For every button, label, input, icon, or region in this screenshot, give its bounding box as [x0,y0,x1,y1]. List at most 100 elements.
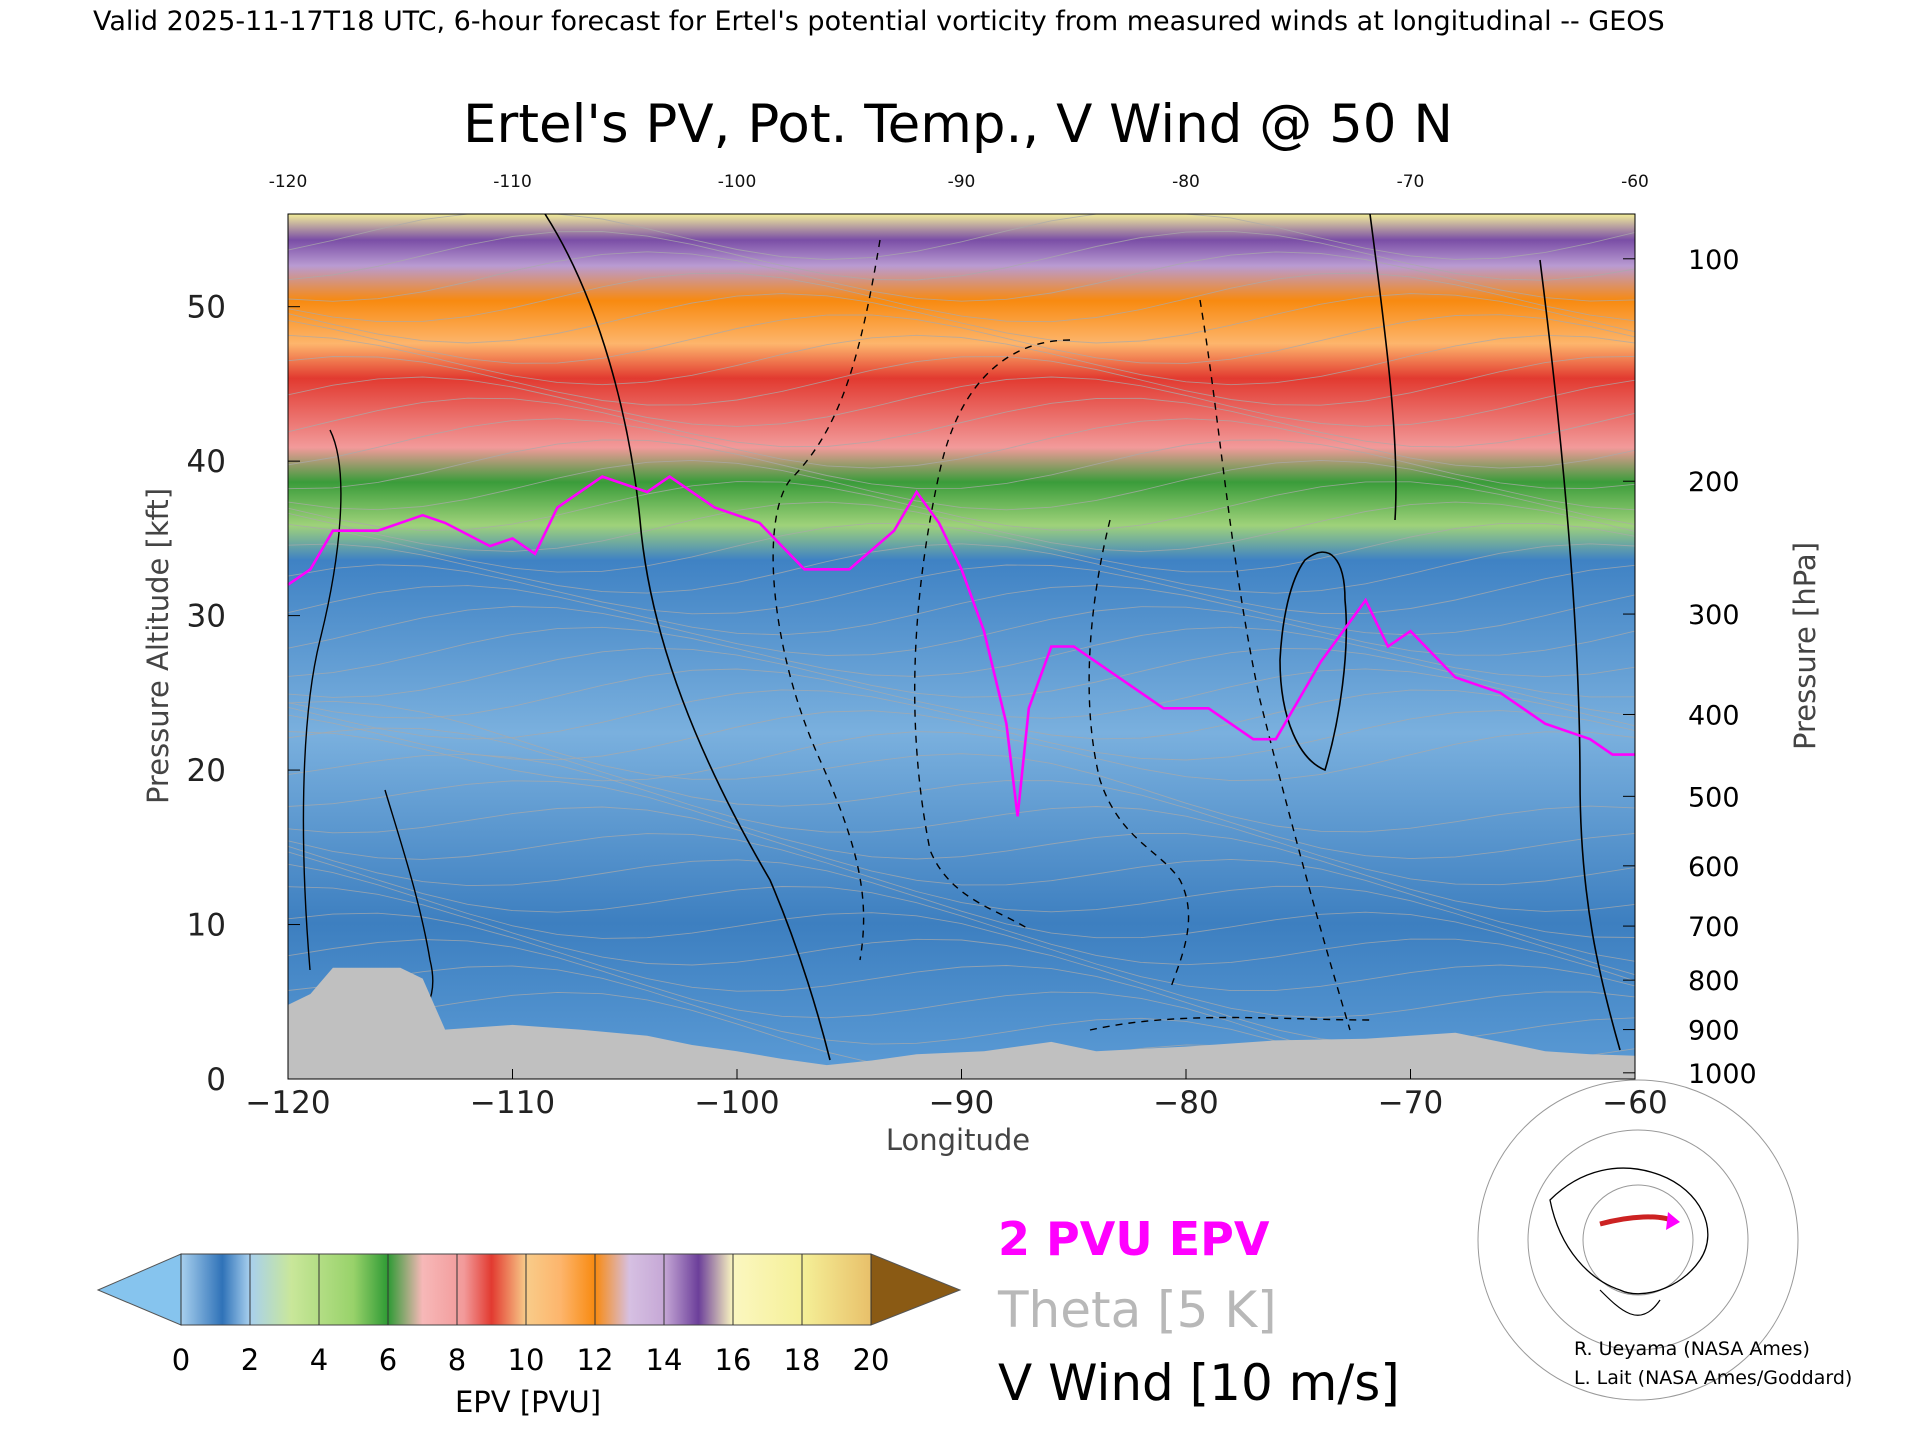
vwind-neg-contour [772,239,881,961]
cross-section-arrow [1666,1212,1680,1230]
colorbar-over-arrow [870,1253,962,1326]
y-tick-label: 30 [187,599,226,635]
x-axis-top: -120 -110 -100 -90 -80 -70 -60 [269,172,1649,192]
theta-line [288,334,1635,386]
vwind-zero-contour [1369,214,1397,521]
theta-line [288,230,1635,281]
credit-line-2: L. Lait (NASA Ames/Goddard) [1574,1367,1852,1389]
x-axis-label: Longitude [886,1123,1030,1157]
theta-line [288,355,1635,406]
x-tick-label: −100 [694,1085,779,1121]
theta-line [288,727,1635,860]
theta-line [288,522,1635,573]
theta-line [288,439,1635,490]
legend-theta: Theta [5 K] [997,1281,1277,1339]
y2-tick-label: 100 [1688,245,1740,276]
x-top-tick-label: -90 [948,172,976,192]
theta-line [288,863,1635,992]
theta-line [288,689,1635,740]
colorbar-tick-label: 14 [646,1343,683,1377]
y2-tick-label: 400 [1688,700,1740,731]
theta-line [288,418,1635,469]
vwind-zero-contour [302,429,342,971]
theta-line [288,481,1635,531]
theta-line [288,397,1635,448]
y-axis: 0 10 20 30 40 50 [187,290,300,1098]
x-tick-label: −110 [470,1085,555,1121]
y2-tick-label: 700 [1688,912,1740,943]
theta-line [288,293,1635,344]
vwind-neg-contour [1088,519,1190,991]
theta-line [288,314,1635,364]
x-tick-label: −90 [929,1085,994,1121]
x-tick-label: −120 [245,1085,330,1121]
colorbar-tick-label: 8 [448,1343,466,1377]
map-grid-circle [1527,1129,1749,1351]
x-tick-label: −70 [1378,1085,1443,1121]
theta-line [288,272,1635,323]
colorbar-label: EPV [PVU] [455,1385,601,1419]
theta-line [288,851,1635,982]
theta-line [288,647,1635,698]
vwind-zero-contour [1539,259,1621,1051]
colorbar-tick-label: 4 [310,1343,328,1377]
y-tick-label: 0 [206,1062,226,1098]
colorbar-tick-label: 10 [508,1343,545,1377]
theta-line [288,845,1635,976]
cross-section-path [1599,1214,1678,1227]
colorbar-tick-label: 6 [379,1343,397,1377]
x-top-tick-label: -80 [1172,172,1200,192]
vwind-neg-contour [1199,299,1351,1031]
theta-line [288,886,1635,1018]
theta-line [288,965,1635,1079]
colorbar-tick-label: 0 [172,1343,190,1377]
map-grid-circle [1582,1184,1694,1296]
y-tick-label: 10 [187,908,226,944]
theta-line [288,501,1635,552]
vwind-zero-contour [1279,551,1348,772]
theta-line [288,731,1635,782]
y2-tick-label: 900 [1688,1016,1740,1047]
map-grid-circle [1477,1079,1799,1401]
y-axis-label: Pressure Altitude [kft] [141,488,175,804]
x-top-tick-label: -60 [1621,172,1649,192]
theta-line [288,710,1635,761]
theta-line [288,700,1635,833]
colorbar: 0 2 4 6 8 10 12 14 16 18 20 EPV [PVU] [96,1253,962,1419]
x-top-tick-label: -70 [1397,172,1425,192]
colorbar-tick-label: 12 [577,1343,614,1377]
theta-contours [288,214,1635,1079]
plot-area [287,213,1636,1080]
colorbar-tick-label: 2 [241,1343,259,1377]
x-top-tick-label: -110 [493,172,532,192]
y-tick-label: 20 [187,753,226,789]
y-tick-label: 50 [187,290,226,326]
legend: 2 PVU EPV Theta [5 K] V Wind [10 m/s] [997,1212,1400,1412]
legend-vwind: V Wind [10 m/s] [998,1354,1400,1412]
colorbar-tick-label: 16 [715,1343,752,1377]
coastline [1599,1289,1661,1316]
y2-tick-label: 500 [1688,782,1740,813]
theta-line [288,780,1635,912]
y2-tick-label: 1000 [1688,1059,1757,1090]
vwind-neg-contour [914,339,1071,931]
theta-line [288,459,1635,511]
colorbar-tick-label: 20 [853,1343,890,1377]
legend-pv2: 2 PVU EPV [998,1212,1270,1266]
theta-line [288,214,1635,260]
x-tick-label: −80 [1153,1085,1218,1121]
theta-line [288,606,1635,656]
theta-line [288,585,1635,636]
theta-line [288,543,1635,594]
x-axis: −120 −110 −100 −90 −80 −70 −60 [245,1069,1668,1121]
x-top-tick-label: -100 [718,172,757,192]
y2-tick-label: 200 [1688,467,1740,498]
y2-tick-label: 300 [1688,600,1740,631]
credit-line-1: R. Ueyama (NASA Ames) [1574,1338,1810,1360]
theta-line [288,668,1635,719]
header-text: Valid 2025-11-17T18 UTC, 6-hour forecast… [93,6,1665,37]
y2-tick-label: 600 [1688,852,1740,883]
theta-line [288,753,1635,886]
y-tick-label: 40 [187,444,226,480]
locator-map [1477,1079,1799,1401]
